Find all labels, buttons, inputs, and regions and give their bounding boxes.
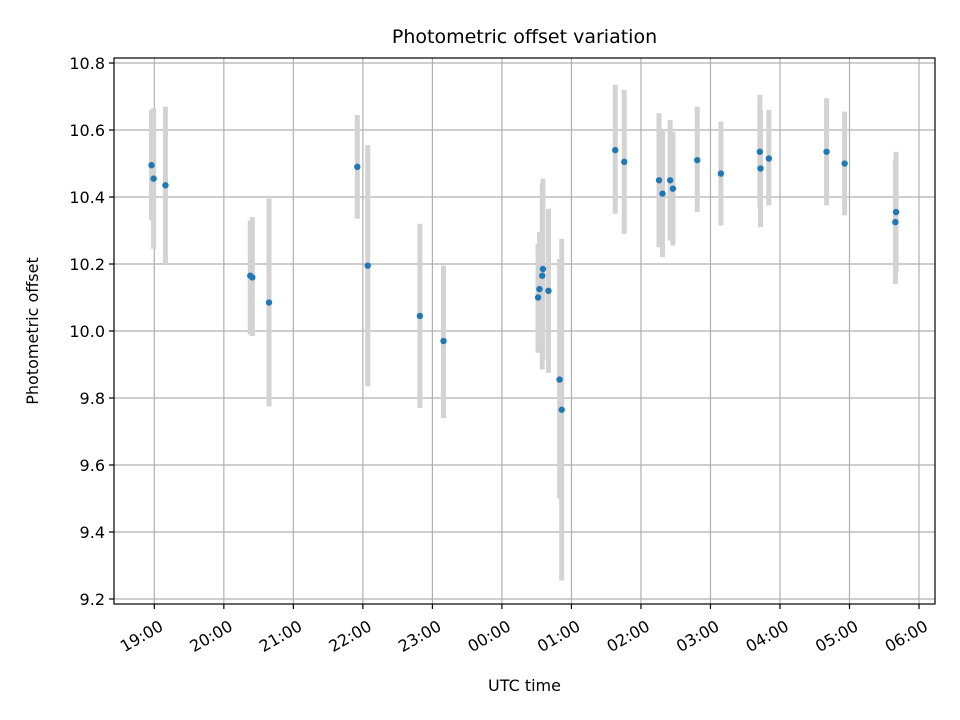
grid-lines bbox=[114, 58, 935, 604]
data-point bbox=[841, 160, 848, 167]
data-points bbox=[148, 146, 900, 413]
data-point bbox=[659, 190, 666, 197]
y-tick-label: 9.4 bbox=[80, 523, 105, 542]
data-point bbox=[892, 218, 899, 226]
data-point bbox=[545, 287, 552, 295]
y-axis-label: Photometric offset bbox=[23, 257, 42, 405]
data-point bbox=[265, 299, 273, 306]
data-point bbox=[249, 274, 256, 281]
y-axis-ticks: 9.2 9.4 9.6 9.8 10.0 10.2 10.4 10.6 10.8 bbox=[69, 54, 114, 609]
data-point bbox=[892, 208, 900, 216]
y-tick-label: 10.4 bbox=[69, 188, 105, 207]
data-point bbox=[765, 155, 773, 162]
y-tick-label: 10.8 bbox=[69, 54, 105, 73]
data-point bbox=[440, 337, 447, 345]
data-point bbox=[162, 182, 169, 189]
data-point bbox=[823, 148, 830, 155]
y-tick-label: 9.6 bbox=[80, 456, 105, 475]
data-point bbox=[717, 170, 725, 177]
data-point bbox=[666, 177, 674, 184]
data-point bbox=[694, 156, 701, 164]
y-tick-label: 9.8 bbox=[80, 389, 105, 408]
data-point bbox=[539, 272, 546, 279]
data-point bbox=[534, 294, 542, 301]
x-axis-label: UTC time bbox=[488, 676, 561, 695]
y-tick-label: 10.0 bbox=[69, 322, 105, 341]
y-tick-label: 9.2 bbox=[80, 590, 105, 609]
data-point bbox=[416, 312, 424, 320]
y-tick-label: 10.6 bbox=[69, 121, 105, 140]
data-point bbox=[558, 406, 565, 413]
data-point bbox=[556, 376, 563, 383]
data-point bbox=[612, 146, 619, 154]
data-point bbox=[655, 177, 663, 184]
data-point bbox=[621, 158, 628, 166]
data-point bbox=[539, 265, 547, 273]
chart-title: Photometric offset variation bbox=[392, 26, 657, 48]
y-tick-label: 10.2 bbox=[69, 255, 105, 274]
data-point bbox=[148, 161, 155, 169]
data-point bbox=[536, 285, 543, 293]
data-point bbox=[150, 175, 157, 182]
data-point bbox=[756, 148, 764, 155]
data-point bbox=[669, 185, 677, 192]
data-point bbox=[757, 165, 764, 172]
data-point bbox=[364, 262, 371, 269]
data-point bbox=[354, 163, 361, 171]
